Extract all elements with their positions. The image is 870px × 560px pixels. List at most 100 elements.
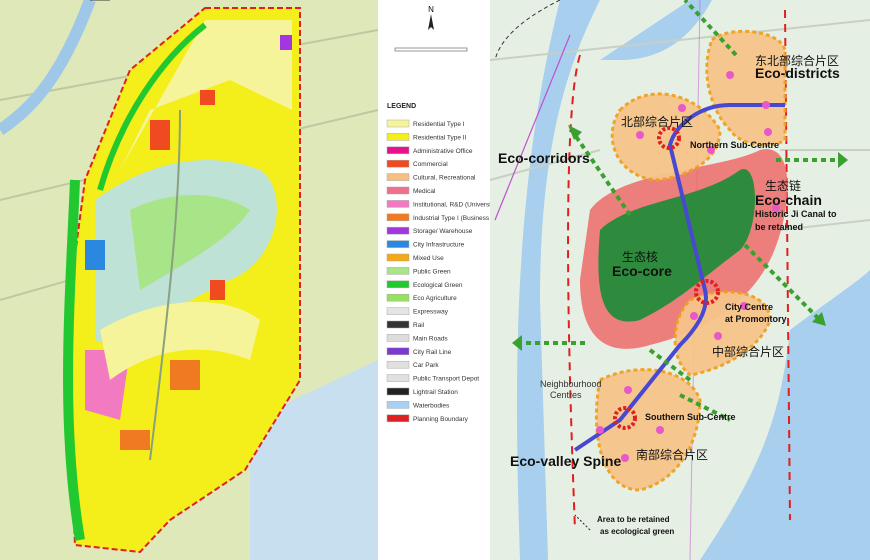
legend-item: Planning Boundary bbox=[386, 414, 469, 423]
legend-swatch bbox=[386, 173, 410, 181]
rail-line bbox=[573, 103, 785, 452]
legend-label: Administrative Office bbox=[413, 148, 473, 155]
north-arrow-label: N bbox=[428, 5, 434, 14]
scale-bar bbox=[394, 47, 468, 52]
legend-label: Public Green bbox=[413, 268, 451, 275]
city-centre-marker bbox=[694, 279, 720, 305]
eco-core-zone bbox=[598, 169, 755, 322]
legend-label: Waterbodies bbox=[413, 402, 450, 409]
legend-label: Mixed Use bbox=[413, 255, 444, 262]
legend-label: Car Park bbox=[413, 362, 439, 369]
legend-item: Main Roads bbox=[386, 334, 448, 342]
district-central bbox=[673, 290, 772, 377]
legend-label: Industrial Type I (Business Park) bbox=[413, 215, 506, 222]
legend-swatch bbox=[386, 253, 410, 262]
legend-swatch bbox=[386, 159, 410, 168]
legend-label: Expressway bbox=[413, 309, 449, 316]
legend-swatch bbox=[386, 267, 410, 275]
legend-item: Car Park bbox=[386, 360, 439, 369]
legend-swatch bbox=[386, 293, 410, 302]
legend-label: Storage/ Warehouse bbox=[413, 228, 473, 235]
legend-swatch bbox=[386, 320, 410, 329]
label-eco-chain: Eco-chain bbox=[755, 192, 822, 208]
legend-swatch bbox=[386, 360, 410, 369]
label-north-cn: 北部综合片区 bbox=[621, 114, 693, 129]
legend-swatch bbox=[386, 119, 410, 128]
legend-label: Main Roads bbox=[413, 335, 448, 342]
legend-item: Commercial bbox=[386, 159, 448, 168]
legend-item: Storage/ Warehouse bbox=[386, 226, 473, 235]
label-southern-sub-centre: Southern Sub-Centre bbox=[645, 412, 736, 422]
northern-sub-centre-marker bbox=[657, 126, 681, 150]
legend-title: LEGEND bbox=[387, 103, 416, 110]
label-neighbourhood-1: Neighbourhood bbox=[540, 379, 602, 389]
legend-item: Eco Agriculture bbox=[386, 293, 457, 302]
legend-item: Rail bbox=[386, 320, 425, 329]
legend-swatch bbox=[386, 133, 410, 141]
legend-swatch bbox=[386, 240, 410, 248]
district-northeast bbox=[705, 29, 787, 147]
legend-item: Lightrail Station bbox=[386, 387, 458, 396]
legend-swatch bbox=[386, 186, 410, 195]
label-eco-corridors: Eco-corridors bbox=[498, 150, 590, 166]
legend-item: Residential Type II bbox=[386, 133, 467, 141]
legend-label: Lightrail Station bbox=[413, 389, 458, 396]
legend-item: Institutional, R&D (University) bbox=[386, 200, 498, 208]
legend-label: Commercial bbox=[413, 161, 448, 168]
legend-item: Public Transport Depot bbox=[386, 374, 479, 383]
legend-label: City Rail Line bbox=[413, 349, 452, 356]
label-eco-chain-cn: 生态链 bbox=[765, 178, 801, 193]
legend-swatch bbox=[386, 414, 410, 423]
legend-item: Ecological Green bbox=[386, 280, 463, 289]
label-central-cn: 中部综合片区 bbox=[712, 344, 784, 359]
concept-map: 东北部综合片区 Eco-districts 北部综合片区 Northern Su… bbox=[489, 0, 870, 560]
label-city-centre-2: at Promontory bbox=[725, 314, 787, 324]
legend-item: City Rail Line bbox=[386, 347, 452, 356]
legend-swatch bbox=[386, 280, 410, 289]
legend-swatch bbox=[386, 200, 410, 208]
legend-label: Cultural, Recreational bbox=[413, 175, 476, 182]
legend-item: Public Green bbox=[386, 267, 451, 275]
label-city-centre-1: City Centre bbox=[725, 302, 773, 312]
legend-swatch bbox=[386, 374, 410, 382]
corridor-arrow bbox=[679, 393, 731, 422]
legend-swatch bbox=[386, 213, 410, 222]
land-use-map bbox=[0, 0, 379, 560]
legend-item: Industrial Type I (Business Park) bbox=[386, 213, 506, 222]
north-arrow-icon bbox=[428, 14, 434, 30]
legend-swatch bbox=[386, 146, 410, 155]
legend-label: Public Transport Depot bbox=[413, 376, 479, 383]
label-retain-2: as ecological green bbox=[600, 527, 674, 536]
legend-label: City Infrastructure bbox=[413, 242, 465, 249]
label-eco-core-cn: 生态核 bbox=[622, 250, 658, 264]
label-neighbourhood-2: Centres bbox=[550, 390, 582, 400]
label-eco-valley-spine: Eco-valley Spine bbox=[510, 453, 621, 469]
legend-swatch bbox=[386, 226, 410, 235]
legend-item: Cultural, Recreational bbox=[386, 173, 476, 182]
label-retain-1: Area to be retained bbox=[597, 515, 670, 524]
legend-item: Mixed Use bbox=[386, 253, 444, 262]
label-canal-1: Historic Ji Canal to bbox=[755, 209, 837, 219]
legend-label: Rail bbox=[413, 322, 425, 329]
legend-swatch bbox=[386, 387, 410, 396]
legend-item: Administrative Office bbox=[386, 146, 473, 155]
legend-swatch bbox=[386, 401, 410, 409]
legend-swatch bbox=[386, 307, 410, 315]
legend-item: Expressway bbox=[386, 307, 449, 316]
label-south-cn: 南部综合片区 bbox=[636, 447, 708, 462]
label-northern-sub-centre: Northern Sub-Centre bbox=[690, 140, 779, 150]
legend-label: Residential Type I bbox=[413, 121, 465, 128]
legend-label: Ecological Green bbox=[413, 282, 463, 289]
legend-label: Medical bbox=[413, 188, 436, 195]
label-northeast-cn: 东北部综合片区 bbox=[755, 53, 839, 68]
legend-label: Eco Agriculture bbox=[413, 295, 457, 302]
southern-sub-centre-marker bbox=[613, 406, 637, 430]
legend-item: City Infrastructure bbox=[386, 240, 465, 249]
legend-item: Residential Type I bbox=[386, 119, 465, 128]
legend-item: Medical bbox=[386, 186, 436, 195]
label-canal-2: be retained bbox=[755, 222, 803, 232]
corridor-arrow bbox=[683, 0, 738, 57]
label-eco-districts: Eco-districts bbox=[755, 65, 840, 81]
legend-swatch bbox=[386, 334, 410, 342]
